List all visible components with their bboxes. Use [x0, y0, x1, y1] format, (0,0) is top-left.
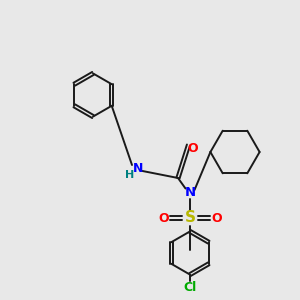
Text: Cl: Cl [183, 281, 196, 294]
Text: H: H [125, 169, 134, 180]
Text: N: N [133, 161, 143, 175]
Text: O: O [188, 142, 198, 154]
Text: N: N [184, 187, 196, 200]
Text: O: O [158, 212, 169, 224]
Text: S: S [184, 211, 196, 226]
Text: O: O [211, 212, 222, 224]
